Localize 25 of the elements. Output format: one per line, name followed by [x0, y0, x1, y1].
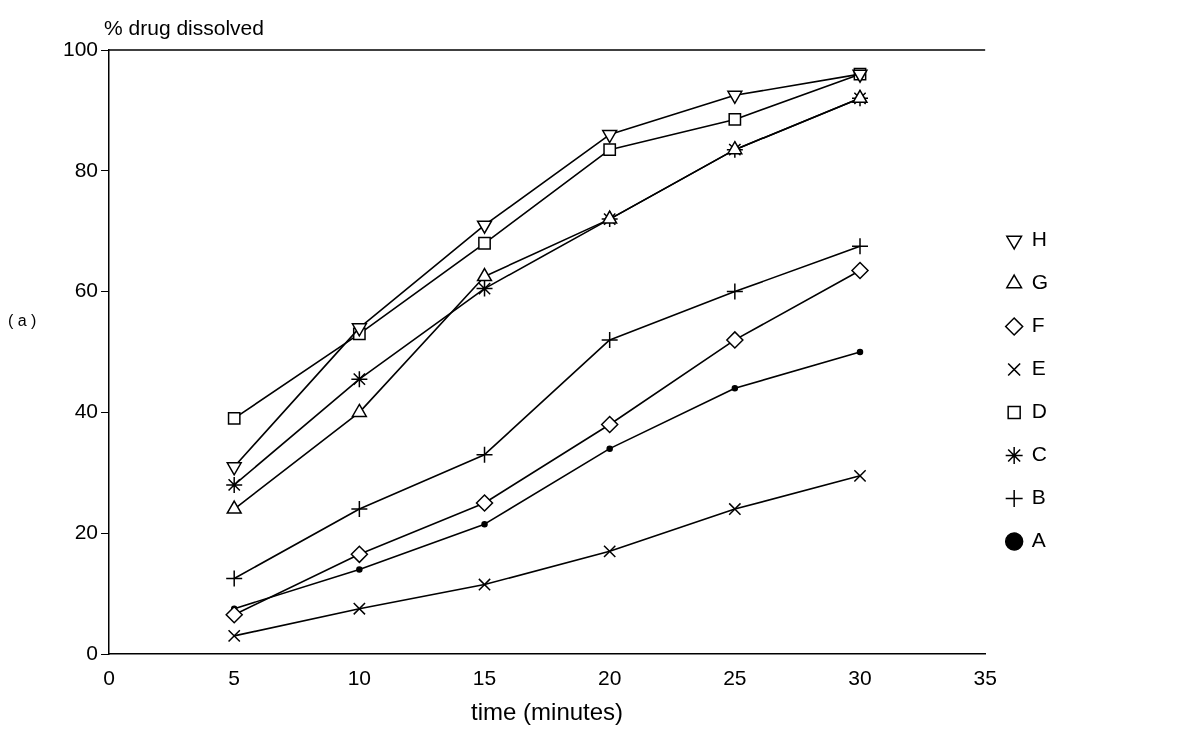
x-tick-label: 10: [347, 666, 372, 690]
legend-label: D: [1031, 399, 1047, 423]
legend-label: C: [1031, 442, 1047, 466]
x-tick-label: 35: [973, 666, 997, 690]
x-axis-title: time (minutes): [471, 698, 624, 726]
legend-label: F: [1031, 313, 1045, 337]
x-tick-label: 30: [848, 666, 872, 690]
x-tick-label: 15: [472, 666, 497, 690]
x-tick-label: 0: [103, 666, 115, 690]
y-axis-title: % drug dissolved: [104, 16, 264, 40]
y-tick-label: 20: [74, 520, 99, 543]
legend-label: B: [1031, 485, 1046, 509]
y-tick-label: 80: [74, 157, 99, 181]
x-tick-label: 20: [598, 666, 622, 690]
y-tick-label: 0: [86, 640, 99, 664]
text: ( a ): [8, 312, 37, 330]
legend-label: A: [1031, 528, 1046, 552]
legend-label: E: [1031, 356, 1046, 380]
y-tick-label: 100: [62, 36, 99, 60]
x-tick-label: 25: [723, 666, 747, 690]
y-tick-label: 40: [74, 399, 99, 423]
x-tick-label: 5: [228, 666, 241, 690]
legend-label: G: [1031, 270, 1049, 294]
legend-label: H: [1031, 227, 1047, 251]
y-tick-label: 60: [74, 278, 99, 302]
